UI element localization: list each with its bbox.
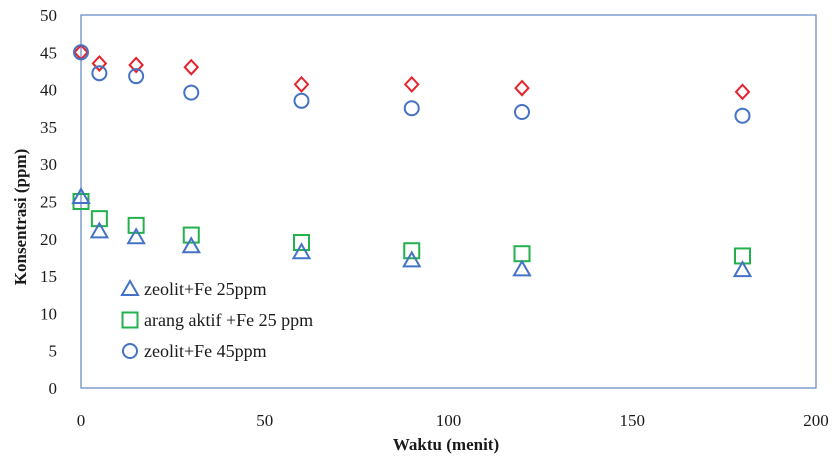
- plot-border: [80, 14, 817, 389]
- diamond-point: [128, 56, 144, 74]
- legend: zeolit+Fe 25ppm arang aktif +Fe 25 ppm zeo…: [120, 278, 313, 361]
- x-axis-title: Waktu (menit): [393, 435, 499, 454]
- circle-point: [293, 92, 310, 109]
- x-tick-label: 150: [620, 411, 646, 430]
- y-tick-label: 45: [40, 43, 57, 62]
- triangle-point: [126, 227, 146, 245]
- legend-label: arang aktif +Fe 25 ppm: [144, 310, 313, 330]
- triangle-point: [181, 236, 201, 254]
- series-triangle: [71, 187, 753, 278]
- diamond-point: [734, 83, 751, 101]
- square-point: [182, 226, 200, 244]
- square-point: [513, 245, 531, 263]
- plot-frame: [80, 14, 817, 389]
- diamond-point: [91, 55, 108, 72]
- triangle-point: [732, 260, 753, 278]
- diamond-point: [293, 75, 310, 93]
- triangle-point: [402, 250, 422, 268]
- series-square: [72, 193, 751, 265]
- y-tick-label: 50: [40, 6, 57, 25]
- series-circle: [73, 44, 751, 124]
- x-tick-label: 0: [77, 411, 86, 430]
- legend-circle-marker: [122, 343, 138, 359]
- y-tick-label: 30: [40, 155, 57, 174]
- circle-point: [514, 103, 530, 120]
- y-tick-label: 15: [40, 267, 57, 286]
- square-point: [90, 210, 108, 228]
- y-tick-label: 25: [40, 193, 57, 212]
- x-tick-label: 100: [436, 411, 462, 430]
- square-point: [127, 216, 145, 234]
- diamond-point: [403, 75, 420, 93]
- triangle-point: [512, 259, 532, 277]
- y-tick-label: 10: [40, 304, 57, 323]
- square-point: [403, 242, 421, 260]
- legend-label: zeolit+Fe 45ppm: [144, 341, 267, 361]
- y-tick-label: 35: [40, 118, 57, 137]
- y-axis-title: Konsentrasi (ppm): [11, 149, 30, 285]
- y-axis-ticks: 0 5 10 15 20 25 30 35 40 45 50: [40, 6, 57, 398]
- y-tick-label: 20: [40, 230, 57, 249]
- triangle-point: [71, 187, 91, 205]
- circle-point: [91, 65, 108, 82]
- circle-point: [734, 107, 751, 124]
- diamond-point: [514, 79, 530, 97]
- series-diamond: [73, 43, 751, 101]
- y-tick-label: 40: [40, 81, 57, 100]
- legend-square-marker: [121, 311, 139, 329]
- y-tick-label: 0: [49, 379, 58, 398]
- circle-point: [128, 68, 145, 85]
- x-tick-label: 200: [803, 411, 829, 430]
- triangle-point: [89, 221, 110, 239]
- data-points: [71, 43, 753, 278]
- circle-point: [403, 100, 420, 117]
- circle-point: [73, 44, 89, 61]
- legend-label: zeolit+Fe 25ppm: [144, 279, 267, 299]
- legend-triangle-marker: [120, 278, 140, 296]
- y-tick-label: 5: [49, 342, 58, 361]
- triangle-point: [291, 242, 312, 260]
- square-point: [293, 234, 310, 252]
- x-axis-ticks: 0 50 100 150 200: [77, 411, 829, 430]
- diamond-point: [183, 58, 200, 76]
- x-tick-label: 50: [256, 411, 273, 430]
- circle-point: [183, 84, 200, 101]
